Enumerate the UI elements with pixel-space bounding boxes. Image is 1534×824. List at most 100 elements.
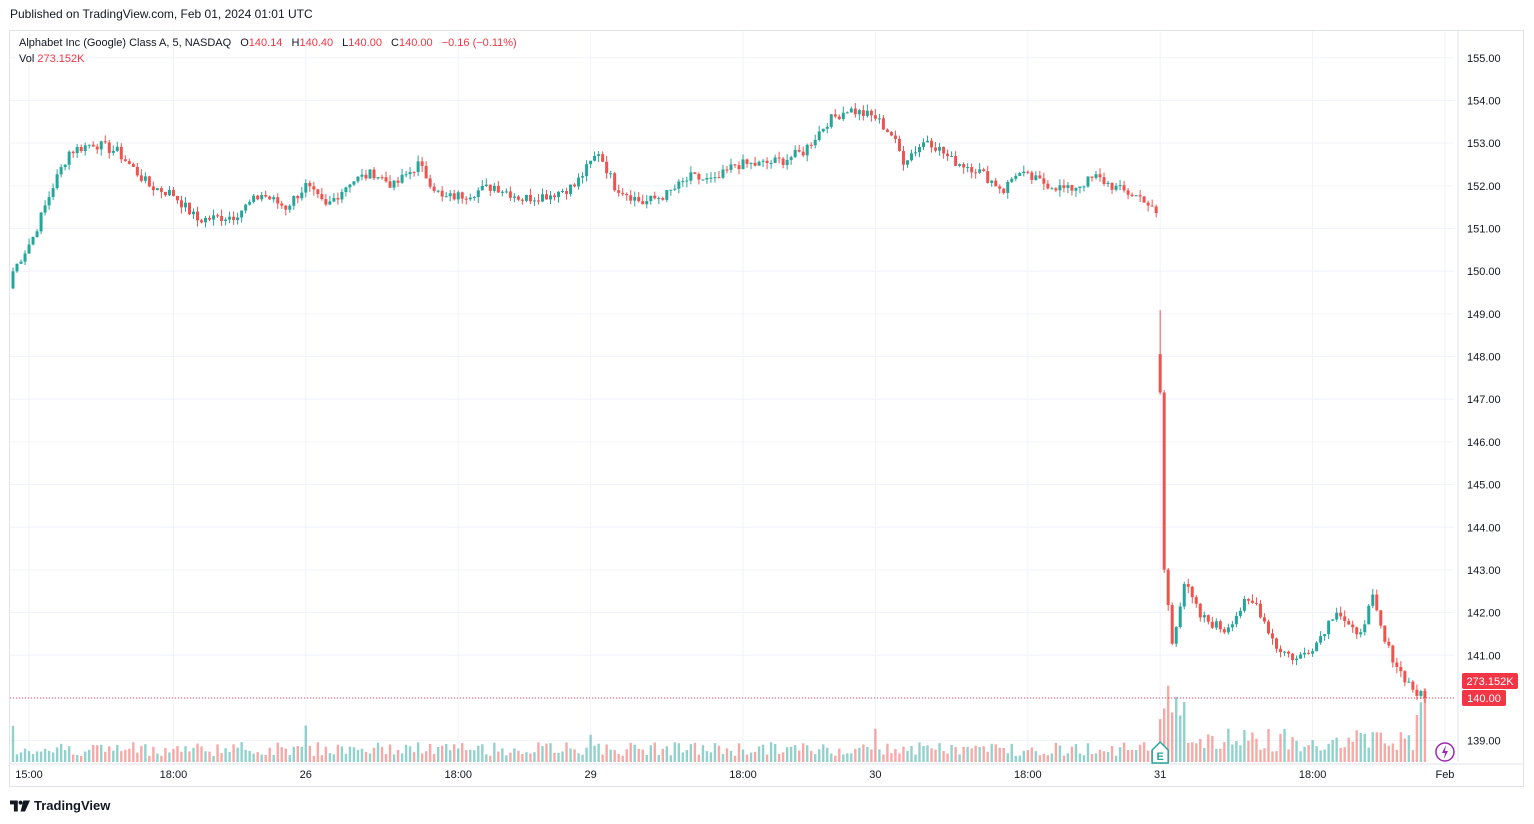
- candle-body: [561, 191, 565, 193]
- volume-bar: [810, 750, 813, 762]
- candle-body: [264, 195, 268, 197]
- candle-body: [1242, 598, 1246, 611]
- candle-body: [1246, 598, 1250, 601]
- candle-body: [372, 169, 376, 179]
- candle-body: [1022, 171, 1026, 174]
- volume-bar: [914, 754, 917, 762]
- volume-bar: [1086, 743, 1090, 762]
- candle-body: [492, 185, 496, 191]
- candle-body: [1030, 172, 1034, 180]
- volume-bar: [228, 751, 231, 762]
- candle-body: [733, 164, 737, 166]
- volume-bar: [1146, 750, 1150, 762]
- candle-body: [685, 180, 689, 182]
- volume-bar: [1379, 732, 1382, 762]
- candle-body: [83, 145, 87, 152]
- candle-body: [368, 169, 372, 179]
- candle-body: [1319, 636, 1323, 643]
- candle-body: [139, 175, 143, 181]
- candle-body: [609, 173, 613, 175]
- candle-body: [244, 204, 248, 211]
- volume-bar: [136, 752, 139, 762]
- candle-body: [468, 197, 472, 200]
- candle-body: [67, 151, 71, 165]
- volume-bar: [806, 745, 809, 762]
- candle-body: [1311, 651, 1315, 654]
- candle-body: [232, 216, 236, 221]
- volume-bar: [617, 754, 620, 762]
- volume-bar: [148, 755, 151, 762]
- volume-bar: [906, 750, 909, 762]
- chart-pane[interactable]: [9, 30, 1524, 787]
- candle-body: [404, 174, 408, 176]
- candle-body: [47, 197, 51, 206]
- candle-body: [39, 212, 43, 232]
- volume-bar: [204, 751, 207, 762]
- volume-bar: [1102, 751, 1106, 762]
- volume-bar: [164, 748, 167, 762]
- candle-body: [348, 184, 352, 188]
- candle-body: [376, 177, 380, 179]
- candle-body: [1090, 176, 1094, 178]
- volume-bar: [1243, 730, 1246, 762]
- volume-bar: [789, 746, 793, 762]
- volume-bar: [1134, 749, 1138, 762]
- candle-body: [1363, 624, 1367, 633]
- candle-body: [480, 185, 484, 191]
- volume-bar: [152, 746, 155, 762]
- candle-body: [601, 154, 605, 162]
- candle-body: [926, 140, 930, 143]
- x-tick-label: 18:00: [160, 769, 188, 781]
- candle-body: [1158, 354, 1162, 393]
- earnings-marker-icon[interactable]: E: [1151, 740, 1169, 764]
- candle-body: [697, 173, 701, 180]
- candle-body: [220, 215, 224, 222]
- volume-bar: [296, 746, 299, 762]
- volume-bar: [140, 745, 143, 762]
- volume-bar: [160, 755, 163, 762]
- volume-bar: [1327, 743, 1330, 762]
- candle-body: [789, 157, 793, 160]
- volume-bar: [1062, 755, 1066, 762]
- candle-body: [641, 201, 645, 205]
- footer-brand[interactable]: TradingView: [10, 798, 110, 813]
- volume-label: Vol: [19, 53, 35, 65]
- candle-body: [565, 191, 569, 194]
- candle-body: [978, 169, 982, 173]
- last-price-label: 140.00: [1467, 693, 1501, 705]
- volume-bar: [104, 751, 107, 762]
- candle-body: [845, 112, 849, 114]
- candle-body: [805, 144, 809, 156]
- volume-bar: [1090, 753, 1094, 762]
- candle-body: [593, 155, 597, 161]
- volume-bar: [858, 747, 861, 762]
- volume-bar: [862, 744, 865, 762]
- volume-bar: [332, 754, 336, 762]
- volume-bar: [23, 748, 27, 762]
- volume-bar: [1050, 753, 1054, 762]
- candle-body: [753, 162, 757, 166]
- volume-bar: [88, 749, 91, 762]
- symbol-title[interactable]: Alphabet Inc (Google) Class A, 5, NASDAQ: [19, 37, 232, 49]
- candle-body: [1182, 584, 1186, 607]
- volume-bar: [681, 752, 685, 762]
- candle-body: [388, 181, 392, 188]
- candle-body: [1275, 638, 1278, 649]
- y-tick-label: 144.00: [1467, 522, 1501, 534]
- candle-body: [617, 190, 621, 193]
- candle-body: [532, 200, 536, 202]
- volume-bar: [1002, 747, 1005, 762]
- volume-bar: [328, 753, 332, 762]
- volume-bar: [1359, 733, 1362, 762]
- candle-body: [1162, 392, 1166, 570]
- candle-body: [797, 149, 801, 152]
- candle-body: [833, 114, 837, 117]
- candle-body: [536, 200, 540, 202]
- volume-bar: [697, 754, 701, 762]
- volume-bar: [116, 744, 119, 762]
- y-tick-label: 148.00: [1467, 352, 1501, 364]
- candle-body: [1058, 185, 1062, 191]
- flash-marker-icon[interactable]: [1435, 742, 1455, 762]
- volume-bar: [39, 751, 43, 762]
